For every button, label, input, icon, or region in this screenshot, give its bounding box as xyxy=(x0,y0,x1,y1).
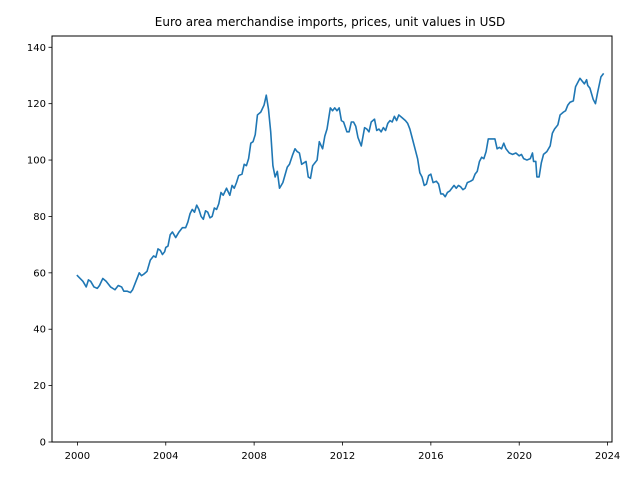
y-tick-label: 80 xyxy=(33,212,46,223)
y-tick-label: 100 xyxy=(27,156,46,167)
axes-frame xyxy=(51,35,613,443)
y-axis: 0 20 40 60 80 100 120 140 xyxy=(27,43,52,449)
x-axis: 2000 2004 2008 2012 2016 2020 2024 xyxy=(65,442,620,462)
y-tick-label: 120 xyxy=(27,99,46,110)
y-tick-label: 0 xyxy=(40,438,46,449)
y-tick-label: 140 xyxy=(27,43,46,54)
y-tick-label: 60 xyxy=(33,268,46,279)
y-tick-label: 20 xyxy=(33,381,46,392)
x-tick-label: 2024 xyxy=(595,451,620,462)
x-tick-label: 2012 xyxy=(330,451,355,462)
x-tick-label: 2008 xyxy=(241,451,266,462)
x-tick-label: 2004 xyxy=(153,451,178,462)
x-tick-label: 2000 xyxy=(65,451,90,462)
chart-title: Euro area merchandise imports, prices, u… xyxy=(155,15,505,29)
x-tick-label: 2020 xyxy=(506,451,531,462)
y-tick-label: 40 xyxy=(33,325,46,336)
series-layer xyxy=(76,72,605,294)
x-tick-label: 2016 xyxy=(418,451,443,462)
plot-area: 2000 2004 2008 2012 2016 2020 2024 0 20 40 60 80 10… xyxy=(27,35,620,462)
series-line xyxy=(76,72,605,294)
